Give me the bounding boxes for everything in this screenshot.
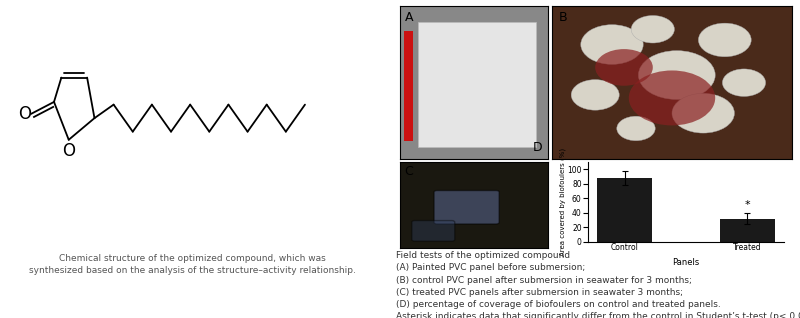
Circle shape (722, 69, 766, 96)
Circle shape (571, 80, 619, 110)
Text: O: O (18, 105, 31, 123)
Circle shape (631, 16, 674, 43)
FancyBboxPatch shape (412, 221, 454, 241)
Text: O: O (62, 142, 75, 160)
Circle shape (617, 116, 655, 141)
Y-axis label: Area covered by biofoulers (%): Area covered by biofoulers (%) (559, 148, 566, 256)
Text: B: B (559, 11, 568, 24)
Bar (597, 178, 652, 242)
Circle shape (581, 25, 643, 64)
Circle shape (629, 71, 715, 125)
Text: A: A (405, 11, 413, 24)
Circle shape (672, 93, 734, 133)
Bar (720, 218, 775, 242)
Text: C: C (405, 165, 413, 178)
Text: *: * (745, 200, 750, 210)
Bar (405, 31, 414, 141)
X-axis label: Panels: Panels (672, 258, 700, 266)
Text: D: D (533, 141, 542, 154)
Circle shape (638, 51, 715, 100)
Text: Chemical structure of the optimized compound, which was
synthesized based on the: Chemical structure of the optimized comp… (29, 253, 355, 275)
Circle shape (595, 49, 653, 86)
FancyBboxPatch shape (434, 190, 499, 224)
Circle shape (698, 23, 751, 57)
Bar (418, 22, 536, 147)
Text: Field tests of the optimized compound
(A) Painted PVC panel before submersion;
(: Field tests of the optimized compound (A… (396, 251, 800, 318)
